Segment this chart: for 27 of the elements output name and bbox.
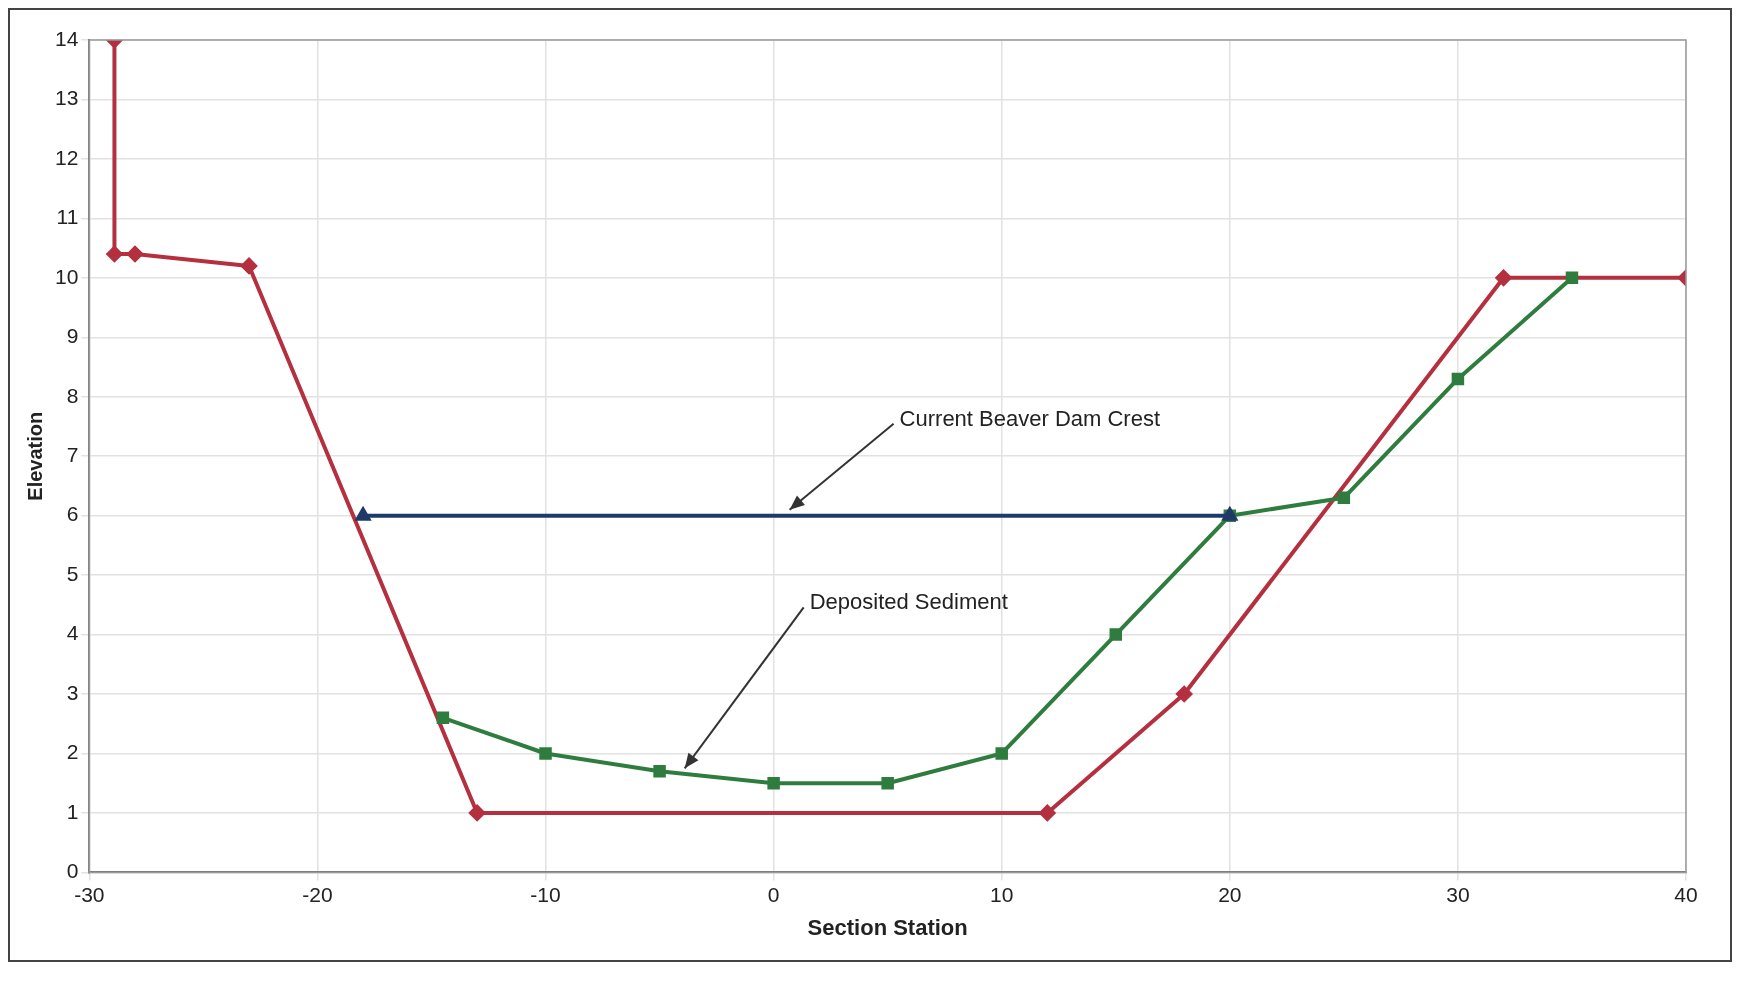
x-tick-label: -30 <box>74 882 105 906</box>
y-tick-label: 5 <box>66 561 79 585</box>
y-tick-label: 9 <box>66 324 79 348</box>
y-tick-label: 8 <box>66 383 79 407</box>
y-tick-label: 7 <box>66 443 79 466</box>
x-tick-label: -10 <box>530 882 561 906</box>
y-tick-label: 12 <box>55 145 79 169</box>
y-tick-label: 0 <box>66 859 79 883</box>
y-tick-label: 1 <box>66 799 79 823</box>
y-tick-label: 13 <box>55 86 79 110</box>
x-axis-title: Section Station <box>807 914 968 940</box>
x-tick-label: 20 <box>1218 882 1242 906</box>
annotation: Deposited Sediment <box>809 589 1008 615</box>
x-tick-label: 10 <box>990 882 1014 906</box>
y-tick-label: 4 <box>66 621 79 645</box>
y-tick-label: 2 <box>66 740 79 764</box>
y-tick-label: 11 <box>56 205 79 229</box>
x-tick-label: 40 <box>1674 882 1698 906</box>
x-tick-label: 30 <box>1446 882 1470 906</box>
y-tick-label: 14 <box>55 26 79 50</box>
y-tick-label: 3 <box>66 680 79 704</box>
y-tick-label: 10 <box>55 264 79 288</box>
annotation: Current Beaver Dam Crest <box>899 405 1161 431</box>
y-tick-label: 6 <box>66 502 79 526</box>
x-tick-label: -20 <box>302 882 333 906</box>
y-axis-title: Elevation <box>23 411 46 501</box>
x-tick-label: 0 <box>767 882 780 906</box>
